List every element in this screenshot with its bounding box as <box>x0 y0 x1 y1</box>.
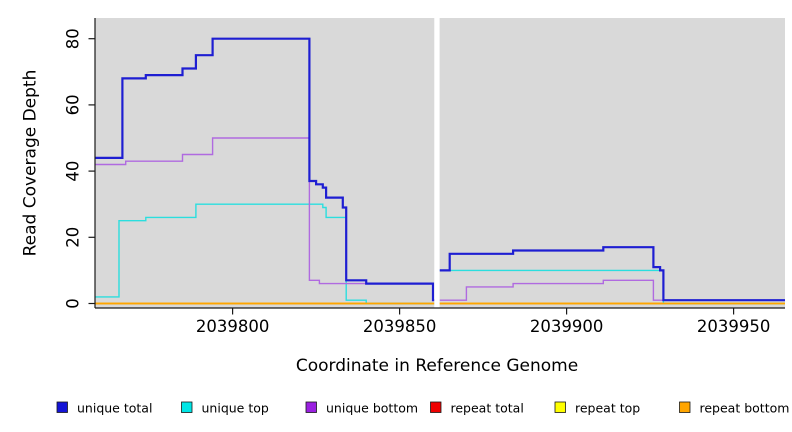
legend-swatch-unique-total <box>56 401 68 413</box>
series-line-unique-top <box>95 203 435 305</box>
axes-group: 2039800 2039850 2039900 2039950 0 20 40 60 80 <box>64 18 785 336</box>
masked-gap-group <box>434 18 440 308</box>
x-axis-title: Coordinate in Reference Genome <box>296 356 578 376</box>
series-line-unique-bottom <box>439 279 785 301</box>
series-lines-group <box>95 37 785 305</box>
legend-label-repeat-top: repeat top <box>575 401 640 416</box>
x-tick-label: 2039850 <box>363 317 437 336</box>
x-tick-label: 2039900 <box>530 317 604 336</box>
legend-label-unique-total: unique total <box>77 401 152 416</box>
x-tick-label: 2039800 <box>196 317 270 336</box>
legend-label-repeat-total: repeat total <box>451 401 524 416</box>
y-tick-label: 80 <box>64 28 83 49</box>
plot-area-background <box>95 18 785 308</box>
legend-swatch-unique-top <box>181 401 193 413</box>
y-tick-label: 40 <box>64 161 83 182</box>
legend-swatch-repeat-total <box>430 401 442 413</box>
series-line-unique-total <box>439 246 785 302</box>
y-tick-label: 0 <box>64 298 83 309</box>
y-axis-title: Read Coverage Depth <box>20 70 40 257</box>
legend-label-unique-top: unique top <box>202 401 269 416</box>
y-tick-label: 20 <box>64 227 83 248</box>
legend-label-repeat-bottom: repeat bottom <box>700 401 790 416</box>
series-line-unique-total <box>95 37 435 302</box>
legend-group: unique total unique top unique bottom repea… <box>56 401 790 416</box>
legend-swatch-repeat-bottom <box>679 401 691 413</box>
y-tick-label: 60 <box>64 94 83 115</box>
legend-swatch-repeat-top <box>554 401 566 413</box>
plot-background-group <box>95 18 785 308</box>
x-tick-label: 2039950 <box>697 317 771 336</box>
legend-label-unique-bottom: unique bottom <box>326 401 418 416</box>
masked-region-band <box>434 18 440 308</box>
legend-swatch-unique-bottom <box>305 401 317 413</box>
